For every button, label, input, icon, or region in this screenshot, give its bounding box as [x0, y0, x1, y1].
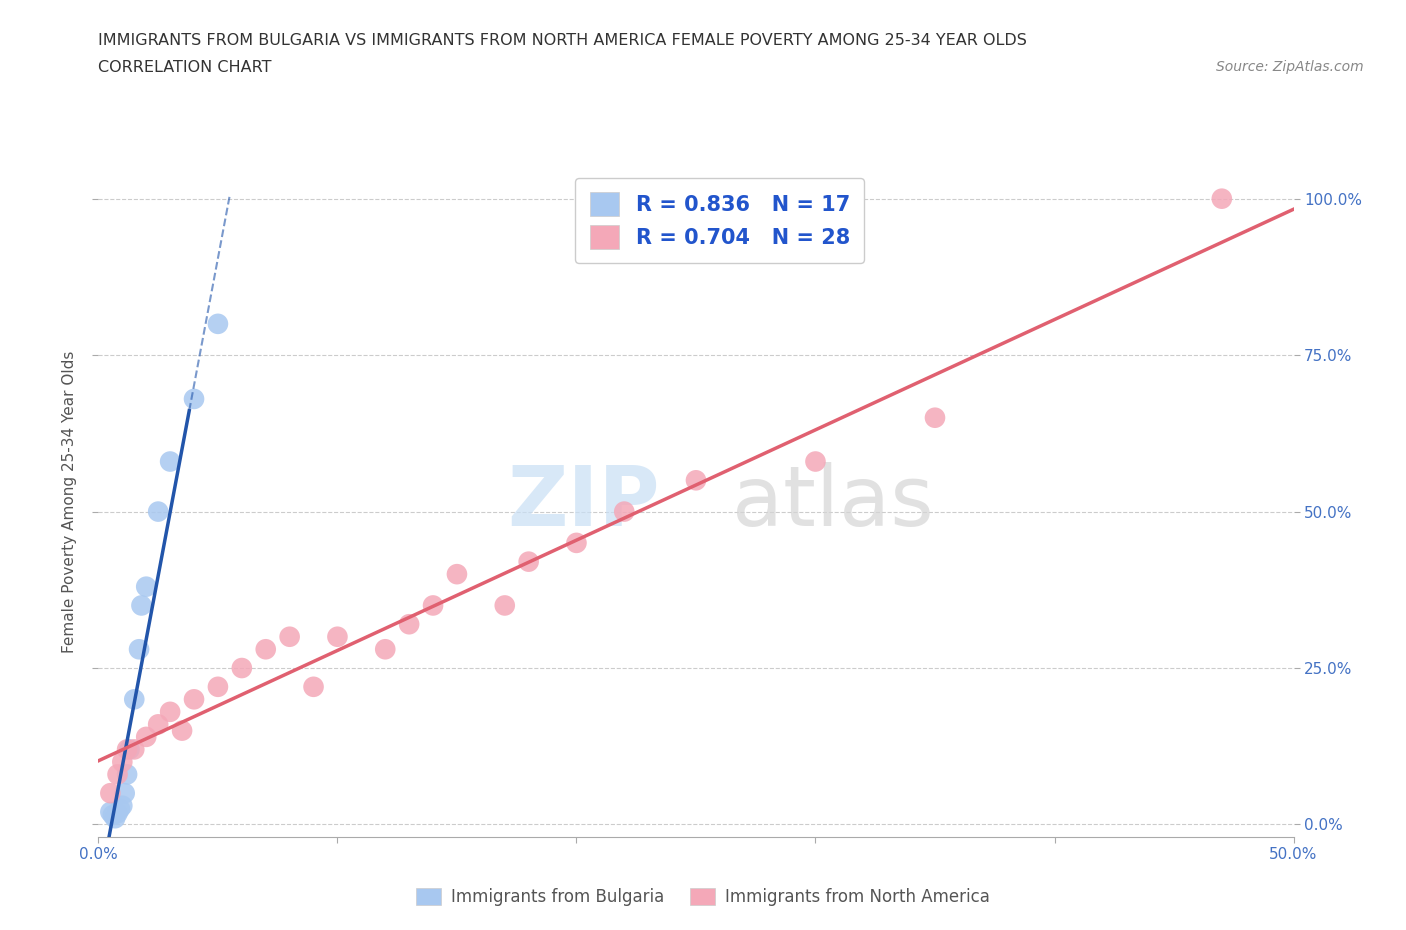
Point [398, 617, 420, 631]
Point [115, 742, 138, 757]
Point [1211, 192, 1233, 206]
Point [124, 742, 146, 757]
Point [101, 807, 124, 822]
Point [207, 680, 229, 695]
Legend: R = 0.836   N = 17, R = 0.704   N = 28: R = 0.836 N = 17, R = 0.704 N = 28 [575, 178, 865, 263]
Point [374, 642, 396, 657]
Point [326, 630, 349, 644]
Point [159, 704, 181, 719]
Point [183, 692, 205, 707]
Point [107, 767, 129, 782]
Text: IMMIGRANTS FROM BULGARIA VS IMMIGRANTS FROM NORTH AMERICA FEMALE POVERTY AMONG 2: IMMIGRANTS FROM BULGARIA VS IMMIGRANTS F… [98, 33, 1028, 47]
Point [804, 454, 827, 469]
Point [924, 410, 946, 425]
Y-axis label: Female Poverty Among 25-34 Year Olds: Female Poverty Among 25-34 Year Olds [62, 351, 77, 654]
Point [131, 598, 153, 613]
Point [278, 630, 301, 644]
Legend: Immigrants from Bulgaria, Immigrants from North America: Immigrants from Bulgaria, Immigrants fro… [409, 881, 997, 912]
Point [135, 729, 157, 744]
Point [107, 805, 129, 820]
Point [517, 554, 540, 569]
Point [565, 536, 588, 551]
Text: CORRELATION CHART: CORRELATION CHART [98, 60, 271, 75]
Point [124, 692, 146, 707]
Point [111, 798, 134, 813]
Point [422, 598, 444, 613]
Point [135, 579, 157, 594]
Point [104, 811, 127, 826]
Point [98, 786, 122, 801]
Point [302, 680, 325, 695]
Point [98, 804, 122, 819]
Point [207, 316, 229, 331]
Point [128, 642, 150, 657]
Point [183, 392, 205, 406]
Point [446, 566, 468, 581]
Text: Source: ZipAtlas.com: Source: ZipAtlas.com [1216, 60, 1364, 74]
Point [114, 786, 136, 801]
Point [108, 802, 131, 817]
Point [685, 472, 707, 487]
Point [159, 454, 181, 469]
Point [118, 742, 141, 757]
Point [254, 642, 277, 657]
Point [148, 717, 170, 732]
Point [111, 754, 134, 769]
Text: atlas: atlas [733, 461, 934, 543]
Point [172, 724, 194, 738]
Text: ZIP: ZIP [508, 461, 661, 543]
Point [613, 504, 636, 519]
Point [115, 767, 138, 782]
Point [148, 504, 170, 519]
Point [231, 660, 253, 675]
Point [494, 598, 516, 613]
